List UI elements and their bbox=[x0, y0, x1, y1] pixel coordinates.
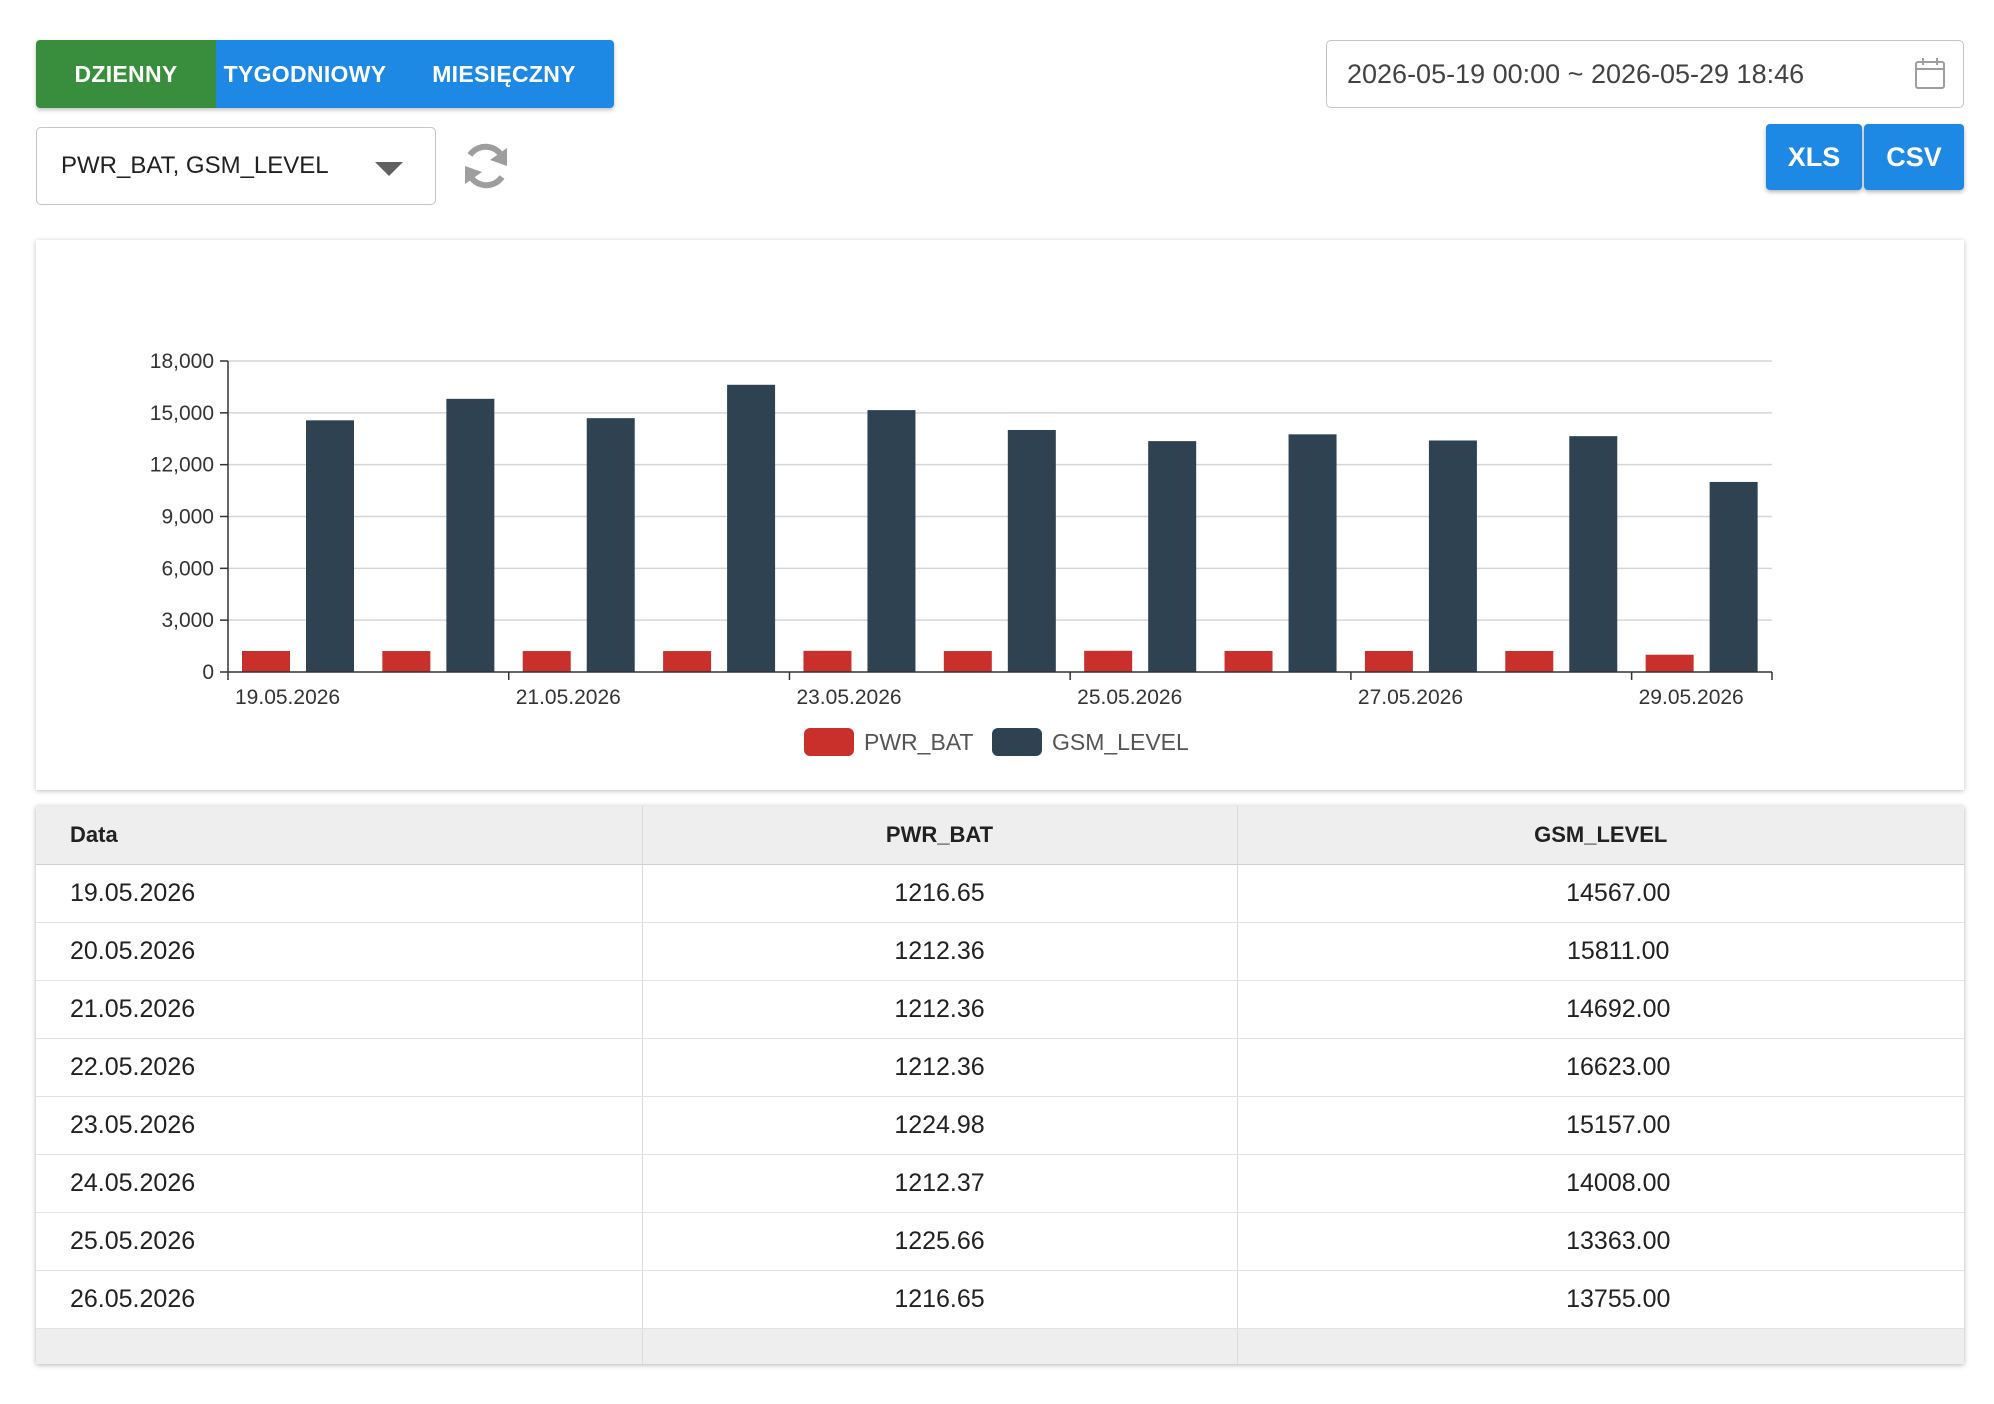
footer-cell bbox=[36, 1328, 643, 1364]
x-tick-label: 19.05.2026 bbox=[235, 686, 340, 709]
refresh-icon[interactable] bbox=[458, 138, 514, 194]
daily-button[interactable]: DZIENNY bbox=[36, 40, 216, 108]
bar-gsm-level bbox=[306, 420, 354, 672]
legend-label: PWR_BAT bbox=[864, 729, 973, 755]
bar-pwr-bat bbox=[1505, 650, 1554, 672]
table-row: 21.05.2026 1212.36 14692.00 bbox=[36, 980, 1964, 1039]
bar-pwr-bat bbox=[1084, 650, 1133, 672]
x-tick-label: 25.05.2026 bbox=[1077, 686, 1182, 709]
bar-pwr-bat bbox=[663, 651, 712, 672]
bar-pwr-bat bbox=[803, 650, 852, 672]
cell-date: 24.05.2026 bbox=[36, 1154, 643, 1213]
column-header-date[interactable]: Data bbox=[36, 806, 643, 865]
bar-gsm-level bbox=[1709, 481, 1758, 672]
table-row: 24.05.2026 1212.37 14008.00 bbox=[36, 1154, 1964, 1213]
cell-pwr-bat: 1225.66 bbox=[642, 1212, 1238, 1271]
cell-pwr-bat: 1212.36 bbox=[642, 922, 1238, 981]
table-row: 26.05.2026 1216.65 13755.00 bbox=[36, 1270, 1964, 1329]
table-footer-row bbox=[36, 1328, 1964, 1364]
cell-date: 22.05.2026 bbox=[36, 1038, 643, 1097]
cell-gsm-level: 14692.00 bbox=[1237, 980, 1964, 1039]
data-table-card: Data PWR_BAT GSM_LEVEL 19.05.2026 1216.6… bbox=[36, 806, 1964, 1364]
y-tick-label: 6,000 bbox=[161, 557, 214, 580]
period-toggle-group: DZIENNY TYGODNIOWY MIESIĘCZNY bbox=[36, 40, 614, 108]
cell-date: 23.05.2026 bbox=[36, 1096, 643, 1155]
x-tick-label: 27.05.2026 bbox=[1358, 686, 1463, 709]
y-tick-label: 9,000 bbox=[161, 506, 214, 529]
x-tick-label: 21.05.2026 bbox=[516, 686, 621, 709]
cell-pwr-bat: 1212.36 bbox=[642, 980, 1238, 1039]
export-xls-button[interactable]: XLS bbox=[1766, 124, 1862, 190]
y-tick-label: 0 bbox=[202, 661, 214, 684]
chart-card: 0 3,000 6,000 9,000 12,000 15,000 18,000 19.05.… bbox=[36, 240, 1964, 790]
series-select[interactable]: PWR_BAT, GSM_LEVEL bbox=[36, 127, 436, 205]
table-row: 22.05.2026 1212.36 16623.00 bbox=[36, 1038, 1964, 1097]
calendar-icon bbox=[1915, 58, 1945, 89]
weekly-button[interactable]: TYGODNIOWY bbox=[216, 40, 394, 108]
legend-swatch bbox=[992, 728, 1042, 756]
bar-pwr-bat bbox=[1364, 650, 1413, 672]
footer-cell bbox=[642, 1328, 1238, 1364]
cell-date: 21.05.2026 bbox=[36, 980, 643, 1039]
table-row: 25.05.2026 1225.66 13363.00 bbox=[36, 1212, 1964, 1271]
y-tick-label: 18,000 bbox=[150, 350, 214, 373]
bar-pwr-bat bbox=[522, 651, 571, 672]
data-table: Data PWR_BAT GSM_LEVEL 19.05.2026 1216.6… bbox=[36, 806, 1964, 1364]
date-range-picker[interactable]: 2026-05-19 00:00 ~ 2026-05-29 18:46 bbox=[1326, 40, 1964, 108]
cell-gsm-level: 13755.00 bbox=[1237, 1270, 1964, 1329]
cell-gsm-level: 15811.00 bbox=[1237, 922, 1964, 981]
table-row: 23.05.2026 1224.98 15157.00 bbox=[36, 1096, 1964, 1155]
bar-pwr-bat bbox=[1645, 654, 1694, 672]
bar-gsm-level bbox=[1428, 440, 1477, 672]
bar-gsm-level bbox=[1148, 441, 1197, 672]
x-tick-label: 23.05.2026 bbox=[796, 686, 901, 709]
chevron-down-icon bbox=[375, 162, 403, 176]
cell-pwr-bat: 1224.98 bbox=[642, 1096, 1238, 1155]
cell-gsm-level: 16623.00 bbox=[1237, 1038, 1964, 1097]
bar-gsm-level bbox=[1288, 434, 1337, 672]
footer-cell bbox=[1237, 1328, 1964, 1364]
monthly-button[interactable]: MIESIĘCZNY bbox=[394, 40, 614, 108]
cell-pwr-bat: 1216.65 bbox=[642, 1270, 1238, 1329]
cell-date: 25.05.2026 bbox=[36, 1212, 643, 1271]
cell-date: 26.05.2026 bbox=[36, 1270, 643, 1329]
cell-pwr-bat: 1212.36 bbox=[642, 1038, 1238, 1097]
cell-pwr-bat: 1212.37 bbox=[642, 1154, 1238, 1213]
bar-gsm-level bbox=[1569, 436, 1618, 672]
bar-gsm-level bbox=[867, 410, 916, 672]
column-header-pwr-bat[interactable]: PWR_BAT bbox=[642, 806, 1238, 865]
bar-gsm-level bbox=[1007, 429, 1056, 672]
y-tick-label: 15,000 bbox=[150, 402, 214, 425]
cell-gsm-level: 13363.00 bbox=[1237, 1212, 1964, 1271]
bar-gsm-level bbox=[446, 398, 495, 672]
bar-pwr-bat bbox=[943, 651, 992, 672]
bar-gsm-level bbox=[586, 418, 635, 672]
series-select-value: PWR_BAT, GSM_LEVEL bbox=[61, 152, 329, 179]
bar-pwr-bat bbox=[242, 650, 290, 672]
cell-gsm-level: 14008.00 bbox=[1237, 1154, 1964, 1213]
date-range-value: 2026-05-19 00:00 ~ 2026-05-29 18:46 bbox=[1347, 58, 1805, 89]
column-header-gsm-level[interactable]: GSM_LEVEL bbox=[1237, 806, 1964, 865]
y-tick-label: 3,000 bbox=[161, 609, 214, 632]
y-tick-label: 12,000 bbox=[150, 454, 214, 477]
export-csv-button[interactable]: CSV bbox=[1864, 124, 1964, 190]
cell-date: 19.05.2026 bbox=[36, 864, 643, 923]
bar-gsm-level bbox=[727, 384, 776, 672]
table-row: 19.05.2026 1216.65 14567.00 bbox=[36, 864, 1964, 923]
table-header-row: Data PWR_BAT GSM_LEVEL bbox=[36, 806, 1964, 865]
bar-chart: 0 3,000 6,000 9,000 12,000 15,000 18,000 19.05.… bbox=[150, 350, 1773, 756]
cell-pwr-bat: 1216.65 bbox=[642, 864, 1238, 923]
legend-swatch bbox=[804, 728, 854, 756]
cell-gsm-level: 15157.00 bbox=[1237, 1096, 1964, 1155]
table-row: 20.05.2026 1212.36 15811.00 bbox=[36, 922, 1964, 981]
bar-pwr-bat bbox=[382, 651, 431, 672]
cell-date: 20.05.2026 bbox=[36, 922, 643, 981]
x-tick-label: 29.05.2026 bbox=[1639, 686, 1744, 709]
bar-pwr-bat bbox=[1224, 650, 1273, 672]
cell-gsm-level: 14567.00 bbox=[1237, 864, 1964, 923]
legend-label: GSM_LEVEL bbox=[1052, 729, 1189, 755]
